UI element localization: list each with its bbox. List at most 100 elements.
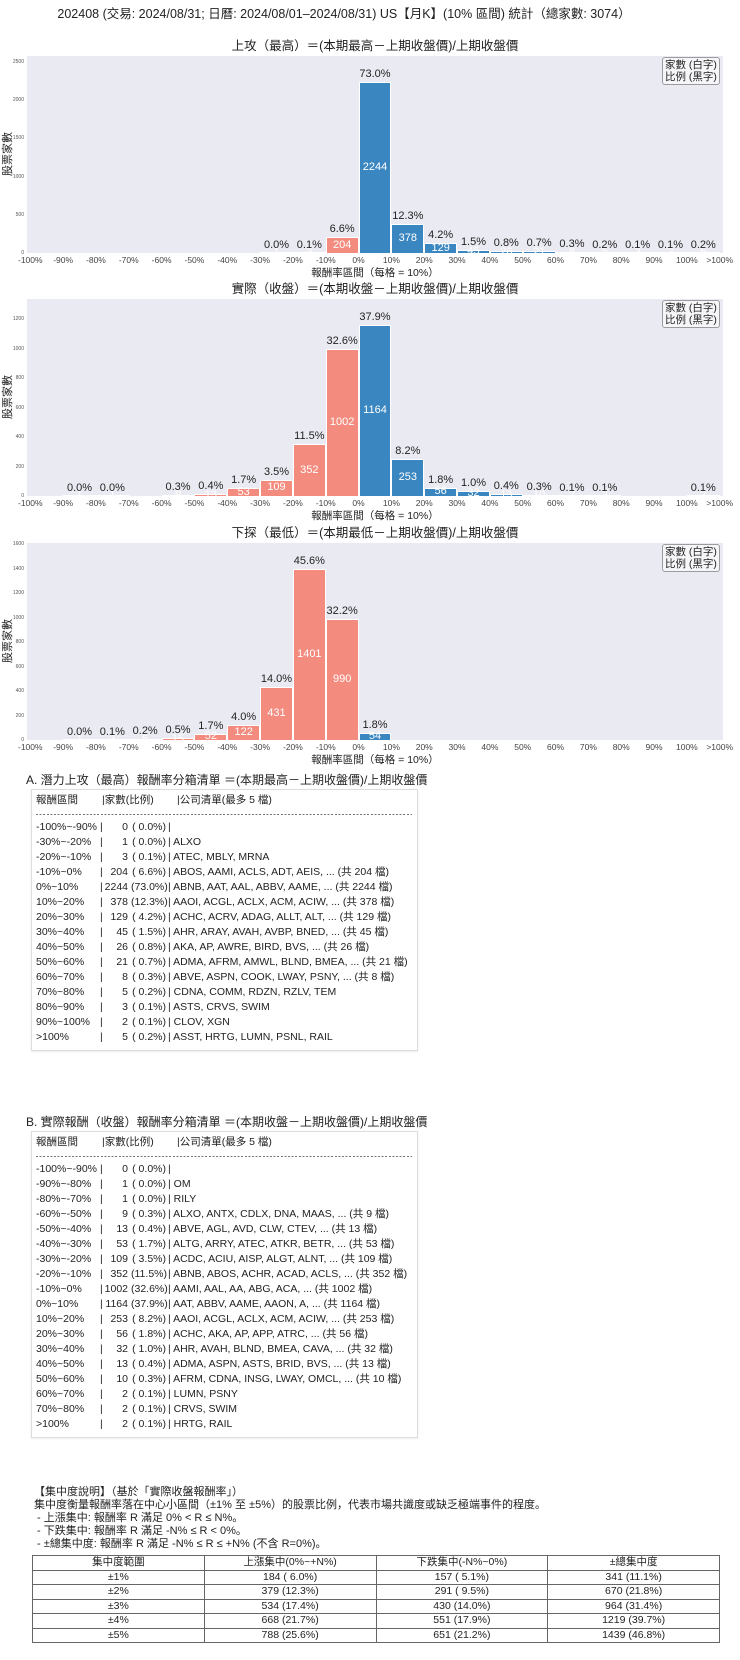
bin-range: -10%~0% bbox=[36, 1283, 82, 1295]
x-tick-label: -70% bbox=[118, 498, 139, 508]
low-return-histogram: 下探（最低）＝(本期最低－上期收盤價)/上期收盤價 股票家數 家數 (白字) 比… bbox=[0, 523, 740, 773]
y-tick-label: 2000 bbox=[12, 97, 24, 104]
bin-row: 20%~30% 129 4.2%ACHC, ACRV, ADAG, ALLT, A… bbox=[36, 910, 417, 925]
table-cell: 651 (21.2%) bbox=[375, 1627, 549, 1643]
table-cell: ±2% bbox=[32, 1584, 205, 1600]
bin-count: 10 bbox=[98, 1372, 128, 1387]
header-range: 報酬區間 bbox=[36, 794, 78, 806]
bin-range: 60%~70% bbox=[36, 1388, 85, 1400]
bin-percent: 37.9% bbox=[131, 1297, 166, 1312]
bar-count-label: 3 bbox=[306, 246, 313, 253]
bin-companies: ALXO bbox=[168, 836, 201, 848]
histogram-bar bbox=[95, 495, 129, 496]
bin-row: 70%~80% 2 0.1%CRVS, SWIM bbox=[36, 1402, 417, 1417]
bin-percent: 8.2% bbox=[131, 1312, 166, 1327]
bar-count-label: 378 bbox=[398, 232, 417, 245]
x-tick-label: 70% bbox=[579, 255, 597, 265]
bin-percent: 0.3% bbox=[131, 1207, 166, 1222]
histogram-bar bbox=[588, 252, 622, 253]
bar-percent-label: 0.3% bbox=[559, 238, 585, 251]
bin-percent: 1.7% bbox=[131, 1237, 166, 1252]
bin-percent: 73.0% bbox=[131, 880, 166, 895]
x-tick-label: -10% bbox=[315, 255, 336, 265]
histogram-bar bbox=[128, 739, 162, 740]
bin-percent: 0.1% bbox=[131, 1000, 166, 1015]
bin-range: 20%~30% bbox=[36, 911, 85, 923]
histogram-bar bbox=[292, 444, 326, 496]
x-tick-label: -60% bbox=[151, 742, 172, 752]
bar-percent-label: 4.2% bbox=[428, 229, 454, 242]
bin-count: 13 bbox=[98, 1357, 128, 1372]
bin-count: 21 bbox=[98, 955, 128, 970]
bar-count-label: 2 bbox=[667, 246, 674, 253]
bin-percent: 32.6% bbox=[131, 1282, 166, 1297]
bin-companies: AHR, AVAH, BLND, BMEA, CAVA, ... (共 32 檔… bbox=[168, 1343, 393, 1355]
table-cell: 534 (17.4%) bbox=[203, 1598, 377, 1614]
bin-count: 2 bbox=[98, 1402, 128, 1417]
bin-row: 20%~30% 56 1.8%ACHC, AKA, AP, APP, ATRC, … bbox=[36, 1327, 417, 1342]
bin-count: 204 bbox=[98, 865, 128, 880]
section-b-bin-list: 報酬區間家數(比例)公司清單(最多 5 檔) -100%~-90%0 0.0%-… bbox=[31, 1131, 418, 1438]
table-cell: 551 (17.9%) bbox=[375, 1613, 549, 1629]
bin-row: >100% 5 0.2%ASST, HRTG, LUMN, PSNL, RAIL bbox=[36, 1030, 417, 1045]
bin-range: -20%~-10% bbox=[36, 1268, 92, 1280]
bin-count: 2 bbox=[98, 1387, 128, 1402]
bar-percent-label: 0.2% bbox=[132, 725, 158, 738]
x-tick-label: -40% bbox=[217, 498, 238, 508]
x-tick-label: -100% bbox=[17, 498, 43, 508]
histogram-bar bbox=[194, 733, 228, 740]
histogram-bar bbox=[292, 568, 326, 740]
x-tick-label: -80% bbox=[86, 742, 106, 752]
table-cell: 430 (14.0%) bbox=[375, 1598, 549, 1614]
histogram-bar bbox=[588, 495, 622, 496]
bin-row: -30%~-20% 1 0.0%ALXO bbox=[36, 835, 417, 850]
bin-count: 1 bbox=[98, 1177, 128, 1192]
bin-count: 352 bbox=[98, 1267, 128, 1282]
bin-percent: 4.2% bbox=[131, 910, 166, 925]
bar-count-label: 1002 bbox=[329, 415, 355, 428]
x-tick-label: -70% bbox=[118, 742, 139, 752]
section-a-title: A. 潛力上攻（最高）報酬率分箱清單 ＝(本期最高－上期收盤價)/上期收盤價 bbox=[26, 773, 428, 787]
bin-range: 20%~30% bbox=[36, 1328, 85, 1340]
bar-count-label: 2 bbox=[700, 489, 707, 496]
histogram-bar bbox=[522, 251, 556, 253]
y-tick-label: 500 bbox=[15, 211, 24, 218]
bin-percent: 1.0% bbox=[131, 1342, 166, 1357]
bin-percent: 11.5% bbox=[131, 1267, 166, 1282]
x-tick-label: 20% bbox=[415, 742, 433, 752]
histogram-bar bbox=[325, 348, 359, 496]
bar-count-label: 32 bbox=[467, 487, 480, 496]
bar-percent-label: 0.1% bbox=[99, 725, 125, 738]
bin-count: 8 bbox=[98, 970, 128, 985]
x-axis-label: 報酬率區間（每格 = 10%） bbox=[311, 510, 439, 522]
x-tick-label: 90% bbox=[645, 742, 663, 752]
bar-percent-label: 0.0% bbox=[263, 238, 290, 251]
bin-range: -50%~-40% bbox=[36, 1223, 92, 1235]
x-tick-label: 100% bbox=[676, 255, 698, 265]
x-tick-label: 70% bbox=[579, 498, 597, 508]
histogram-bar bbox=[95, 739, 129, 740]
bin-companies: OM bbox=[168, 1178, 191, 1190]
x-tick-label: -70% bbox=[118, 255, 139, 265]
bar-count-label: 2 bbox=[601, 489, 608, 496]
y-tick-label: 0 bbox=[21, 250, 24, 256]
bin-companies: AHR, ARAY, AVAH, AVBP, BNED, ... (共 45 檔… bbox=[168, 926, 388, 938]
bin-companies: ABNB, ABOS, ACHR, ACAD, ACLS, ... (共 352… bbox=[168, 1268, 407, 1280]
bin-row: -100%~-90%0 0.0% bbox=[36, 820, 417, 835]
bar-percent-label: 0.4% bbox=[198, 480, 224, 493]
x-tick-label: -20% bbox=[283, 498, 303, 508]
bin-percent: 0.0% bbox=[131, 1177, 166, 1192]
bar-percent-label: 0.1% bbox=[296, 238, 322, 251]
bar-count-label: 1164 bbox=[363, 403, 387, 416]
histogram-bar bbox=[424, 487, 458, 496]
histogram-bar bbox=[555, 252, 589, 253]
x-tick-label: -50% bbox=[184, 742, 205, 752]
y-tick-label: 1200 bbox=[12, 590, 24, 597]
bin-range: 10%~20% bbox=[36, 896, 85, 908]
y-tick-label: 400 bbox=[15, 688, 24, 695]
bar-percent-label: 0.2% bbox=[690, 238, 716, 251]
header-range: 報酬區間 bbox=[36, 1136, 78, 1148]
bar-count-label: 45 bbox=[467, 244, 480, 253]
x-tick-label: 10% bbox=[382, 255, 400, 265]
